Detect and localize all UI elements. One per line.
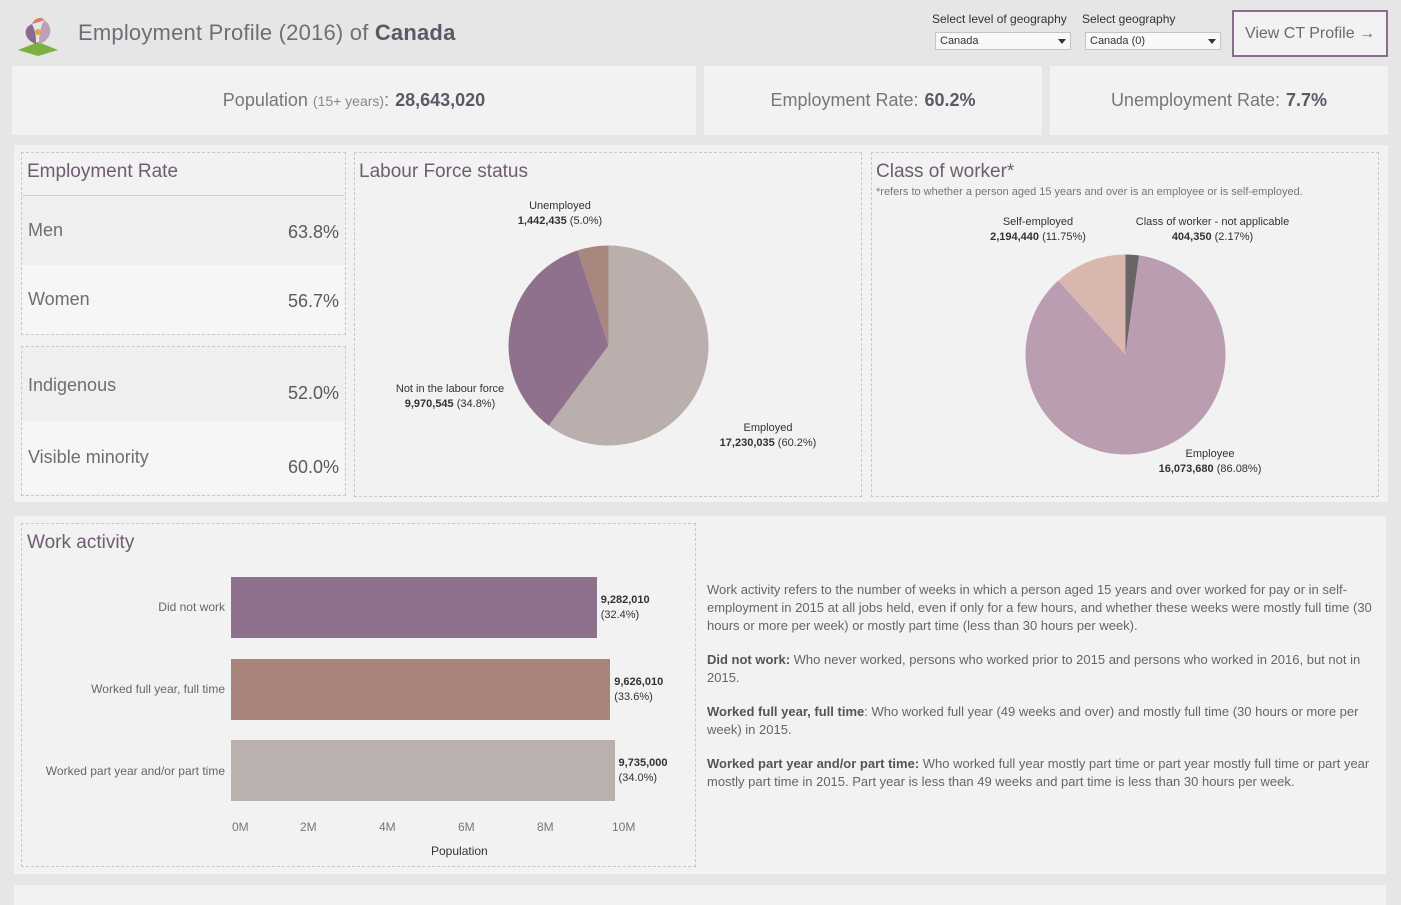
rate-value: 63.8% — [287, 222, 339, 242]
rate-label: Visible minority — [28, 447, 149, 467]
kpi-employment-rate: Employment Rate: 60.2% — [704, 66, 1042, 135]
pie-label-unemployed: Unemployed 1,442,435 (5.0%) — [517, 200, 603, 227]
pie-label-self-employed: Self-employed 2,194,440 (11.75%) — [990, 216, 1086, 243]
x-axis-label: Population — [431, 844, 488, 858]
pie-slice-self-employed — [1058, 254, 1126, 355]
work-activity-title: Work activity — [27, 532, 135, 553]
employment-rate-card: Employment Rate Men 63.8% Women 56.7% — [21, 152, 346, 335]
rate-label: Indigenous — [28, 375, 117, 395]
rate-row-indigenous: Indigenous 52.0% — [22, 347, 344, 421]
population-label: Population — [222, 90, 308, 110]
kpi-population: Population (15+ years): 28,643,020 — [12, 66, 696, 135]
work-activity-description: Work activity refers to the number of we… — [707, 581, 1379, 807]
bar-did-not-work — [231, 577, 597, 638]
pie-slice-unemployed — [577, 245, 609, 346]
pie-label-employed: Employed 17,230,035 (60.2%) — [719, 422, 817, 449]
employment-rate-label: Employment Rate: — [770, 90, 919, 110]
pie-slice-not-in-the-labour-force — [508, 250, 609, 426]
pie-slice-employed — [548, 245, 709, 446]
view-ct-profile-button[interactable]: View CT Profile → — [1232, 10, 1388, 57]
title-place: Canada — [374, 20, 456, 45]
employment-rate-value: 60.2% — [924, 90, 976, 110]
geo-label: Select geography — [1082, 12, 1176, 26]
pie-slice-class-of-worker-not-applicable — [1125, 254, 1140, 355]
kpi-unemployment-rate: Unemployment Rate: 7.7% — [1050, 66, 1388, 135]
rate-row-men: Men 63.8% — [22, 196, 344, 265]
rate-label: Men — [28, 220, 64, 240]
class-of-worker-pie — [1025, 254, 1226, 455]
employment-rate-title: Employment Rate — [27, 161, 179, 182]
geo-select[interactable]: Canada (0) — [1085, 32, 1221, 50]
pie-label-employee: Employee 16,073,680 (86.08%) — [1158, 448, 1262, 475]
rate-value: 52.0% — [287, 383, 339, 403]
desc-full-year: Worked full year, full time: Who worked … — [707, 704, 1359, 737]
geo-level-label: Select level of geography — [932, 12, 1067, 26]
bar-category: Did not work — [158, 600, 225, 614]
unemployment-rate-label: Unemployment Rate: — [1110, 90, 1281, 110]
geo-level-value: Canada — [940, 35, 979, 47]
pie-slice-employee — [1025, 255, 1226, 455]
bar-value-label: 9,626,010 (33.6%) — [614, 676, 664, 703]
logo-icon — [18, 17, 58, 56]
bar-category: Worked part year and/or part time — [45, 764, 225, 778]
geo-value: Canada (0) — [1090, 35, 1146, 47]
rate-row-visible-minority: Visible minority 60.0% — [22, 421, 344, 493]
next-panel — [14, 885, 1386, 905]
rate-value: 60.0% — [287, 457, 339, 477]
bar-worked-full-year — [231, 659, 611, 720]
bar-value-label: 9,282,010 (32.4%) — [600, 594, 650, 621]
desc-did-not-work: Did not work: Who never worked, persons … — [707, 652, 1361, 685]
x-tick: 4M — [379, 820, 396, 834]
rate-label: Women — [28, 289, 90, 309]
pie-label-not-applicable: Class of worker - not applicable 404,350… — [1135, 216, 1290, 243]
desc-part-year: Worked part year and/or part time: Who w… — [707, 756, 1370, 789]
population-qualifier: (15+ years) — [312, 92, 385, 109]
chevron-down-icon — [1058, 39, 1066, 44]
divider — [22, 195, 345, 196]
bar-category: Worked full year, full time — [91, 682, 225, 696]
rate-value: 56.7% — [287, 291, 339, 311]
bar-value-label: 9,735,000 (34.0%) — [618, 757, 668, 784]
x-tick: 8M — [537, 820, 554, 834]
class-of-worker-note: *refers to whether a person aged 15 year… — [876, 186, 1303, 198]
x-tick: 0M — [232, 820, 249, 834]
page-title: Employment Profile (2016) of Canada — [78, 20, 456, 46]
rate-row-women: Women 56.7% — [22, 265, 344, 334]
x-tick: 10M — [612, 820, 636, 834]
pie-label-not-in-labour-force: Not in the labour force 9,970,545 (34.8%… — [395, 383, 505, 410]
employment-rate-groups-card: Indigenous 52.0% Visible minority 60.0% — [21, 346, 346, 496]
title-prefix: Employment Profile (2016) of — [78, 20, 369, 45]
population-value: 28,643,020 — [395, 90, 486, 110]
chevron-down-icon — [1208, 39, 1216, 44]
labour-force-pie — [508, 245, 709, 446]
geo-level-select[interactable]: Canada — [935, 32, 1071, 50]
bar-worked-part-year — [231, 740, 615, 801]
class-of-worker-title: Class of worker* — [876, 161, 1015, 182]
x-tick: 2M — [300, 820, 317, 834]
x-tick: 6M — [458, 820, 475, 834]
unemployment-rate-value: 7.7% — [1286, 90, 1328, 110]
desc-intro: Work activity refers to the number of we… — [707, 582, 1372, 633]
labour-force-title: Labour Force status — [359, 161, 528, 182]
